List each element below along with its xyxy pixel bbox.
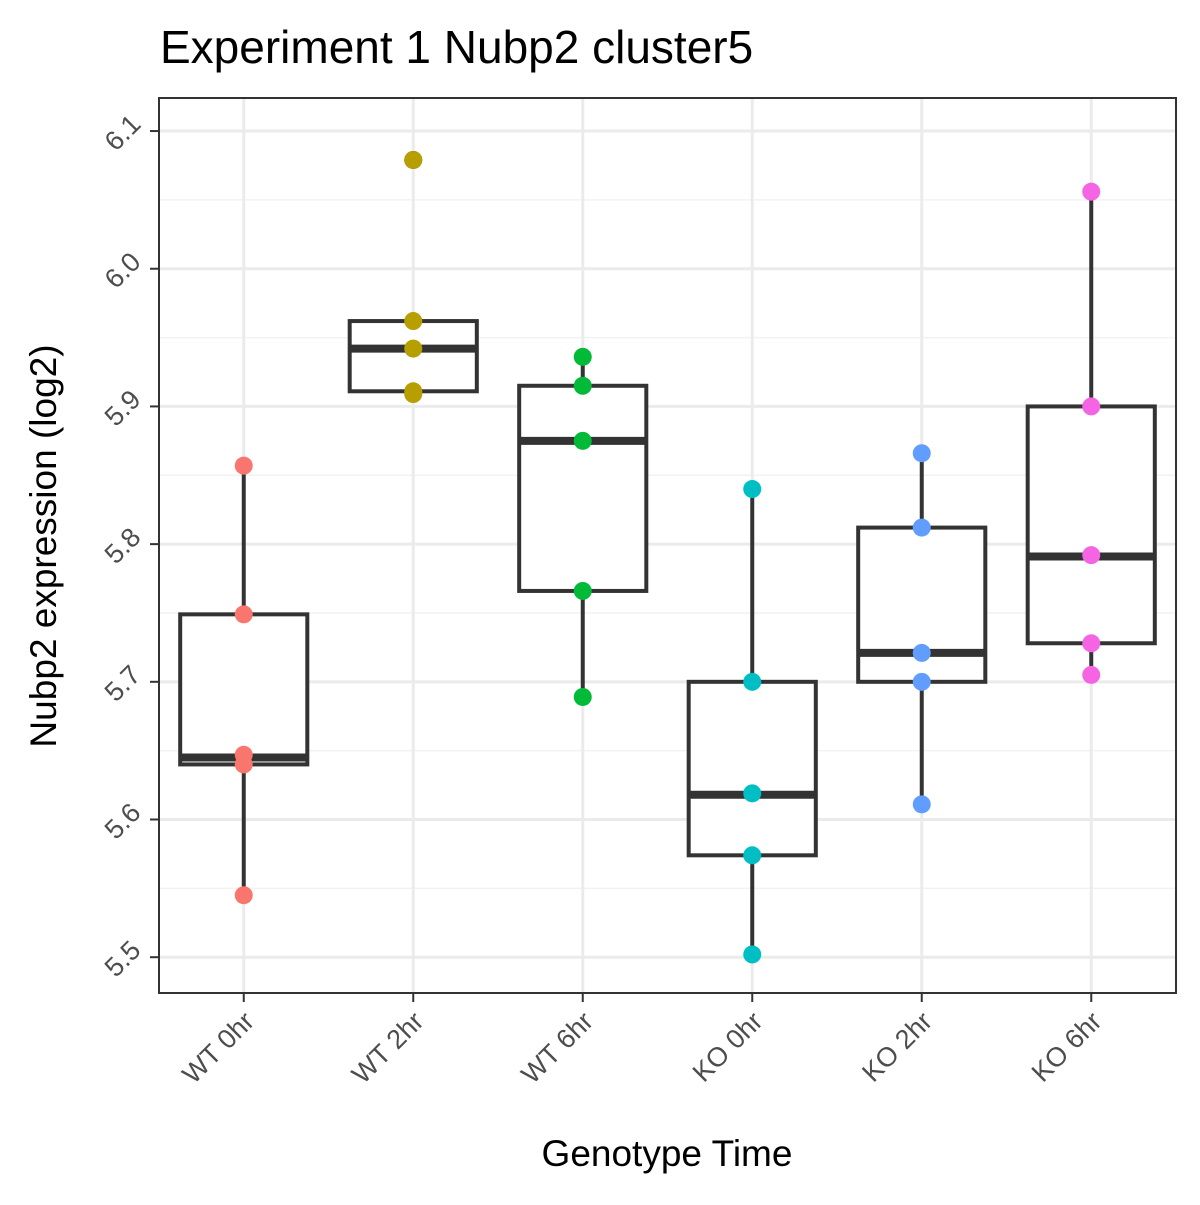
data-point <box>743 945 762 964</box>
box-body <box>517 383 649 593</box>
y-tick-label: 6.0 <box>99 246 147 294</box>
data-point <box>404 382 423 401</box>
data-point <box>234 456 253 475</box>
x-tick-label: WT 2hr <box>346 1006 429 1089</box>
data-point <box>573 687 592 706</box>
chart-title: Experiment 1 Nubp2 cluster5 <box>160 21 753 73</box>
data-point <box>573 347 592 366</box>
data-point <box>912 444 931 463</box>
data-point <box>1082 397 1101 416</box>
data-point <box>743 672 762 691</box>
data-point <box>1082 182 1101 201</box>
box-body <box>347 319 479 394</box>
y-tick-label: 5.9 <box>99 384 147 432</box>
box-body <box>1025 404 1157 646</box>
y-tick-label: 6.1 <box>99 109 147 157</box>
data-point <box>234 605 253 624</box>
data-point <box>1082 546 1101 565</box>
data-point <box>912 643 931 662</box>
box-body <box>178 612 310 767</box>
x-axis-title: Genotype Time <box>542 1133 793 1174</box>
data-point <box>912 672 931 691</box>
data-point <box>743 846 762 865</box>
box-body <box>686 679 818 858</box>
data-point <box>912 518 931 537</box>
y-axis-title: Nubp2 expression (log2) <box>23 344 64 747</box>
x-tick-label: WT 0hr <box>177 1006 260 1089</box>
y-tick-label: 5.6 <box>99 797 147 845</box>
data-point <box>404 312 423 331</box>
x-tick-label: KO 2hr <box>856 1006 938 1088</box>
data-point <box>1082 634 1101 653</box>
box-3 <box>517 356 649 697</box>
data-point <box>912 795 931 814</box>
box-6 <box>1025 191 1157 675</box>
data-point <box>573 376 592 395</box>
y-tick-label: 5.8 <box>99 522 147 570</box>
y-tick-label: 5.5 <box>99 935 147 983</box>
data-point <box>234 745 253 764</box>
data-point <box>404 150 423 169</box>
data-point <box>234 886 253 905</box>
data-point <box>1082 665 1101 684</box>
x-tick-label: KO 0hr <box>687 1006 769 1088</box>
x-tick-label: KO 6hr <box>1026 1006 1108 1088</box>
data-point <box>573 431 592 450</box>
data-point <box>404 339 423 358</box>
box-2 <box>347 150 479 395</box>
data-point <box>743 784 762 803</box>
data-point <box>743 480 762 499</box>
data-point <box>573 581 592 600</box>
x-tick-label: WT 6hr <box>516 1006 599 1089</box>
y-tick-label: 5.7 <box>99 660 147 708</box>
plot-panel-border <box>158 97 1177 994</box>
